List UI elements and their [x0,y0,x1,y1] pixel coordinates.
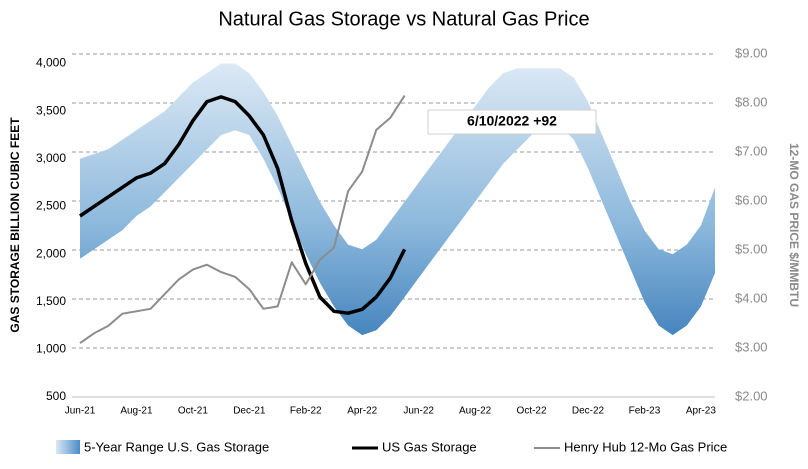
x-tick-label: Dec-21 [233,406,266,417]
y-tick-label: 3,000 [36,151,66,165]
legend-label: 5-Year Range U.S. Gas Storage [84,439,269,454]
x-tick-label: Jun-21 [65,406,96,417]
plot-area: 500 1,000 1,500 2,000 2,500 3,000 3,500 4,000 $2… [36,45,768,416]
y-tick-label: 1,500 [36,294,66,308]
y-axis-label: GAS STORAGE BILLION CUBIC FEET [8,117,22,333]
y2-tick-label: $8.00 [735,94,768,109]
chart-title: Natural Gas Storage vs Natural Gas Price [218,8,589,30]
y2-tick-label: $3.00 [735,339,768,354]
y2-axis-label: 12-MO GAS PRICE $/MMBTU [787,143,801,307]
x-tick-label: Oct-22 [517,406,547,417]
legend-label: Henry Hub 12-Mo Gas Price [564,439,727,454]
y-tick-label: 2,500 [36,199,66,213]
y2-tick-label: $4.00 [735,290,768,305]
x-tick-label: Jun-22 [403,406,434,417]
legend: 5-Year Range U.S. Gas Storage US Gas Sto… [56,439,727,454]
x-tick-label: Feb-23 [629,406,661,417]
range-band [80,63,715,336]
y2-tick-label: $9.00 [735,45,768,60]
y-tick-label: 1,000 [36,342,66,356]
x-tick-label: Apr-23 [686,406,716,417]
annotation: 6/10/2022 +92 [467,113,557,129]
x-tick-label: Oct-21 [178,406,208,417]
y2-tick-label: $7.00 [735,143,768,158]
x-tick-label: Aug-22 [459,406,492,417]
y2-tick-label: $2.00 [735,388,768,403]
y2-tick-label: $5.00 [735,241,768,256]
y-tick-label: 4,000 [36,56,66,70]
x-tick-label: Feb-22 [290,406,322,417]
y-tick-label: 3,500 [36,103,66,117]
series-line [79,95,406,344]
x-tick-label: Apr-22 [347,406,377,417]
x-tick-label: Aug-21 [120,406,153,417]
y2-tick-label: $6.00 [735,192,768,207]
annotation-box [427,109,597,135]
series-line [79,95,407,315]
legend-label: US Gas Storage [382,439,477,454]
y-tick-label: 2,000 [36,246,66,260]
y-tick-label: 500 [46,389,66,403]
x-tick-label: Dec-22 [572,406,605,417]
legend-swatch [56,440,80,454]
